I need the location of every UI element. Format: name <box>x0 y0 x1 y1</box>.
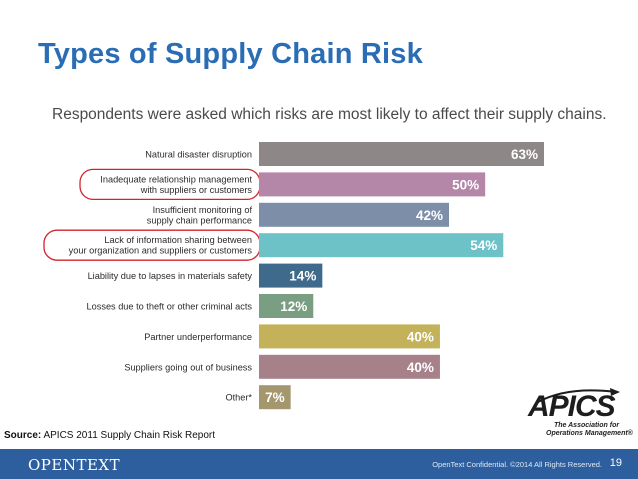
source-label: Source: <box>4 430 42 441</box>
bar-chart: 63% Natural disaster disruption 50% Inadequ… <box>43 142 544 410</box>
bar-value-label: 50% <box>452 177 479 192</box>
bar <box>259 202 449 227</box>
apics-logo: APICS The Association for Operations Man… <box>528 384 633 444</box>
bar-value-label: 14% <box>289 269 316 284</box>
category-label: Insufficient monitoring of supply chain p… <box>147 205 253 226</box>
category-label: Natural disaster disruption <box>145 150 252 160</box>
page-number: 19 <box>609 457 622 469</box>
opentext-logo: OPENTEXT <box>28 456 121 474</box>
category-label: Losses due to theft or other criminal ac… <box>87 302 253 312</box>
bar <box>259 294 314 318</box>
category-label-line: your organization and suppliers or custo… <box>69 246 253 256</box>
chart-title: Respondents were asked which risks are m… <box>52 106 607 123</box>
confidential-notice: OpenText Confidential. ©2014 All Rights … <box>432 460 602 469</box>
bar <box>259 354 440 379</box>
source-text: APICS 2011 Supply Chain Risk Report <box>41 430 216 441</box>
bar-value-label: 42% <box>416 208 443 223</box>
bar-value-label: 12% <box>280 299 307 314</box>
bar <box>259 324 440 349</box>
bar-value-label: 40% <box>407 329 434 344</box>
category-label: Other* <box>225 393 252 403</box>
source-note: Source: APICS 2011 Supply Chain Risk Rep… <box>4 430 215 441</box>
category-label: Inadequate relationship management with s… <box>100 174 252 195</box>
bar-value-label: 40% <box>407 360 434 375</box>
category-label: Liability due to lapses in materials saf… <box>88 271 253 281</box>
category-label-line: Insufficient monitoring of <box>153 205 253 215</box>
slide-title: Types of Supply Chain Risk <box>38 38 423 70</box>
bar <box>259 142 544 166</box>
bar <box>259 233 504 258</box>
category-label: Lack of information sharing between your … <box>69 235 253 256</box>
footer-bar: OPENTEXT OpenText Confidential. ©2014 Al… <box>0 449 638 479</box>
category-label-line: supply chain performance <box>147 215 252 225</box>
category-label: Partner underperformance <box>144 332 252 342</box>
apics-tagline-1: The Association for <box>554 422 620 429</box>
bar-value-label: 54% <box>470 238 497 253</box>
category-label-line: Inadequate relationship management <box>100 174 252 184</box>
category-label-line: Lack of information sharing between <box>104 235 252 245</box>
bar <box>259 385 291 410</box>
apics-wordmark: APICS <box>528 390 616 423</box>
category-label-line: with suppliers or customers <box>140 185 253 195</box>
bar <box>259 263 323 288</box>
bar <box>259 172 486 197</box>
bar-value-label: 63% <box>511 147 538 162</box>
apics-swoosh-icon <box>537 388 620 403</box>
category-label: Suppliers going out of business <box>124 362 252 372</box>
apics-tagline-2: Operations Management® <box>546 430 633 437</box>
bar-value-label: 7% <box>265 390 285 405</box>
